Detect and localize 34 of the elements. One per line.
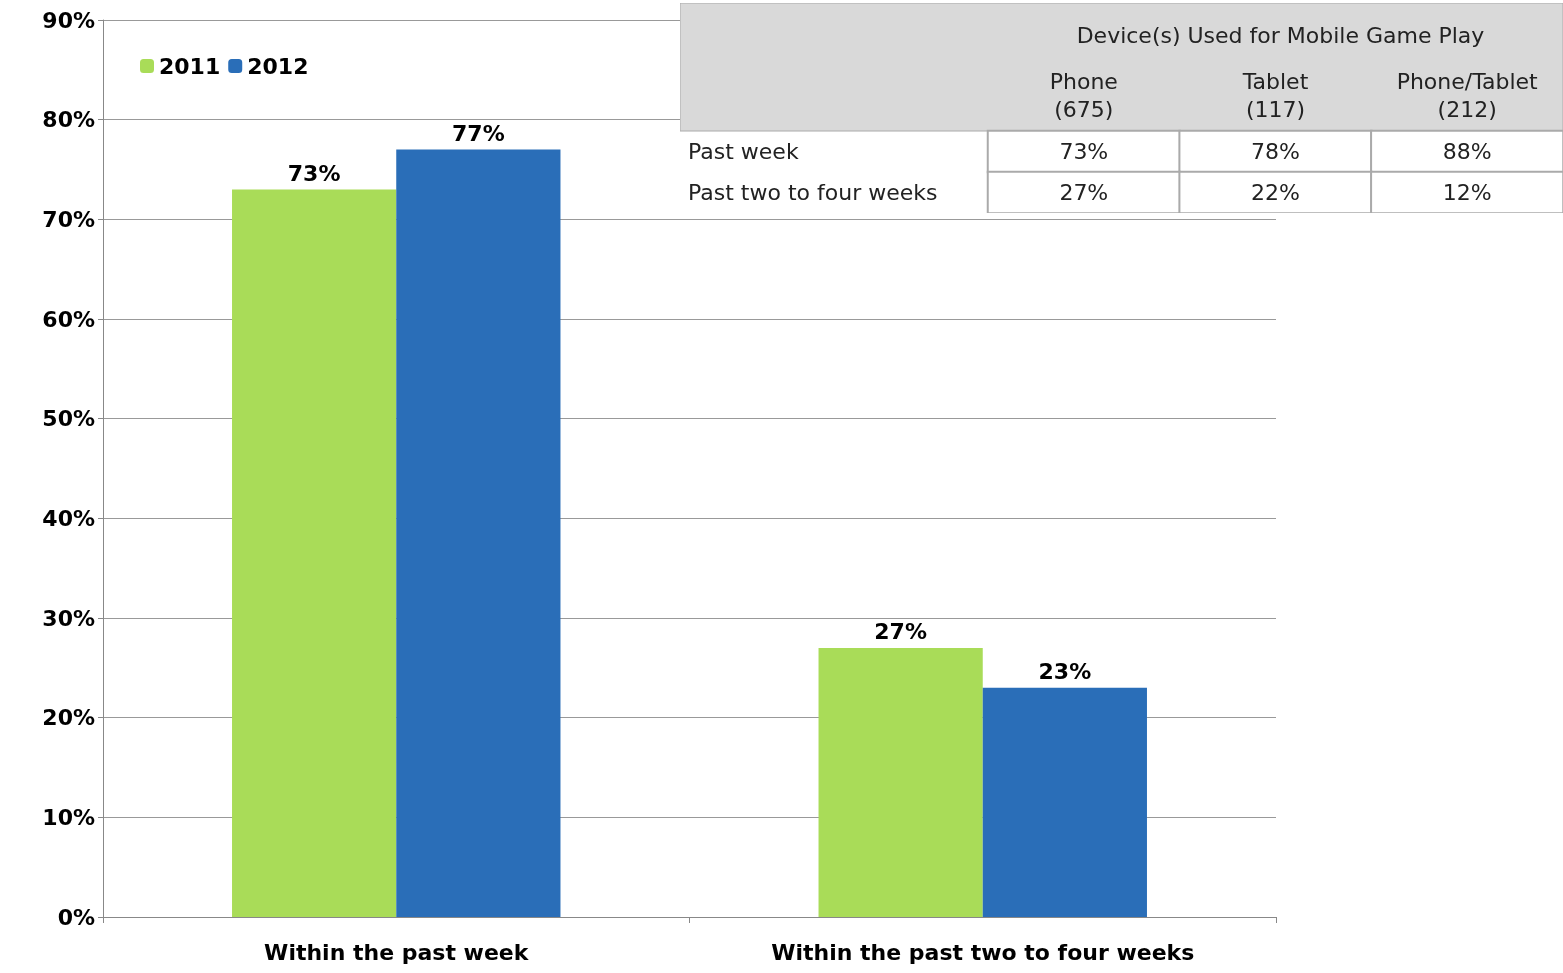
data-label: 73%	[1059, 139, 1109, 164]
x-tick-label: Within the past two to four weeks	[771, 939, 1195, 965]
x-tick-label: Phone (675)	[1049, 68, 1118, 122]
x-tick-label: Within the past week	[264, 939, 530, 965]
data-label: 27%	[874, 619, 927, 645]
data-label: 77%	[452, 121, 505, 147]
y-tick-label: Past week	[688, 139, 799, 164]
y-tick-label: 80%	[42, 107, 95, 133]
chart-title: Device(s) Used for Mobile Game Play	[1076, 22, 1485, 48]
y-tick-label: 60%	[42, 306, 95, 332]
y-tick-label: 30%	[42, 605, 95, 631]
y-tick-label: 90%	[42, 7, 95, 33]
y-tick-label: 40%	[42, 505, 95, 531]
y-tick-label: 20%	[42, 705, 95, 731]
data-label: 78%	[1251, 139, 1300, 164]
legend-label: 2011	[159, 53, 221, 79]
y-tick-label: 10%	[42, 804, 95, 830]
data-label: 88%	[1442, 139, 1492, 164]
x-tick-label: Phone/Tablet (212)	[1396, 68, 1539, 122]
data-label: 22%	[1251, 180, 1300, 205]
data-label: 73%	[287, 160, 341, 186]
bar	[232, 189, 397, 917]
y-tick-label: 0%	[57, 904, 95, 930]
legend-label: 2012	[247, 53, 309, 79]
x-tick-label: Tablet (117)	[1241, 68, 1309, 122]
y-tick-label: 70%	[42, 206, 95, 232]
y-tick-label: 50%	[42, 406, 95, 432]
data-label: 12%	[1442, 180, 1492, 205]
bar	[818, 647, 983, 917]
bar	[396, 149, 561, 917]
bar	[982, 687, 1147, 917]
data-label: 23%	[1038, 659, 1092, 685]
data-label: 27%	[1059, 180, 1109, 205]
y-tick-label: Past two to four weeks	[688, 180, 938, 205]
